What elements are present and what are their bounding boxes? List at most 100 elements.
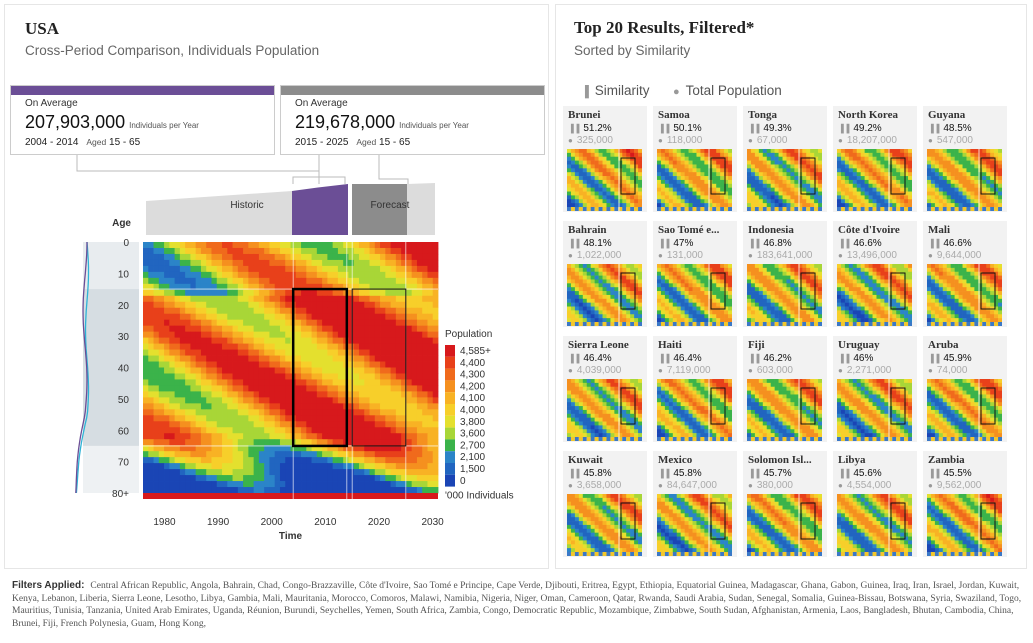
result-mini-heatmap (747, 264, 822, 326)
result-mini-heatmap (567, 379, 642, 441)
result-card[interactable]: Sao Tomé e... ▐▐ 47% ● 131,000 (653, 221, 737, 327)
person-icon: ● (748, 366, 753, 375)
bar-icon: ▐▐ (838, 124, 850, 133)
result-card[interactable]: Uruguay ▐▐ 46% ● 2,271,000 (833, 336, 917, 442)
age-profile-curve (75, 241, 139, 494)
result-country-name: Mali (928, 224, 950, 236)
result-mini-heatmap (567, 494, 642, 556)
result-card[interactable]: Kuwait ▐▐ 45.8% ● 3,658,000 (563, 451, 647, 557)
result-card[interactable]: North Korea ▐▐ 49.2% ● 18,207,000 (833, 106, 917, 212)
bar-icon: ▐▐ (568, 239, 580, 248)
person-icon: ● (838, 136, 843, 145)
bar-icon: ▐▐ (568, 469, 580, 478)
x-tick-label: 1980 (153, 517, 176, 528)
result-card[interactable]: Guyana ▐▐ 48.5% ● 547,000 (923, 106, 1007, 212)
result-country-name: Bahrain (568, 224, 607, 236)
result-population: ● 9,562,000 (928, 480, 982, 491)
result-similarity: ▐▐ 46.6% (838, 238, 882, 249)
historic-average-label: On Average (25, 98, 78, 109)
bar-icon: ▐▐ (928, 239, 940, 248)
filters-label: Filters Applied: (12, 580, 85, 591)
result-card[interactable]: Solomon Isl... ▐▐ 45.7% ● 380,000 (743, 451, 827, 557)
result-mini-heatmap (837, 379, 912, 441)
person-icon: ● (928, 251, 933, 260)
result-card[interactable]: Tonga ▐▐ 49.3% ● 67,000 (743, 106, 827, 212)
legend-label: 4,000 (460, 405, 485, 416)
person-icon: ● (748, 481, 753, 490)
result-mini-heatmap (657, 494, 732, 556)
bar-icon: ▐▐ (748, 124, 760, 133)
legend-unit: '000 Individuals (445, 491, 514, 502)
result-population: ● 131,000 (658, 250, 703, 261)
period-connectors (76, 155, 409, 184)
result-card[interactable]: Libya ▐▐ 45.6% ● 4,554,000 (833, 451, 917, 557)
tab-similarity[interactable]: ▐ Similarity (581, 83, 650, 98)
result-card[interactable]: Brunei ▐▐ 51.2% ● 325,000 (563, 106, 647, 212)
result-country-name: Samoa (658, 109, 690, 121)
result-card[interactable]: Mali ▐▐ 46.6% ● 9,644,000 (923, 221, 1007, 327)
bar-icon: ▐▐ (568, 124, 580, 133)
result-similarity: ▐▐ 45.8% (568, 468, 612, 479)
result-card[interactable]: Sierra Leone ▐▐ 46.4% ● 4,039,000 (563, 336, 647, 442)
legend-swatch (445, 427, 455, 440)
population-heatmap-chart[interactable]: Historic Forecast Age01020304050607080+19… (5, 5, 550, 570)
bar-icon: ▐▐ (658, 469, 670, 478)
person-icon: ● (568, 251, 573, 260)
filters-applied: Filters Applied: Central African Republic… (12, 580, 1022, 630)
result-card[interactable]: Bahrain ▐▐ 48.1% ● 1,022,000 (563, 221, 647, 327)
forecast-average-value: 219,678,000 Individuals per Year (295, 112, 469, 132)
legend-swatch (445, 474, 455, 487)
heatmap-overlay (143, 242, 438, 501)
result-similarity: ▐▐ 46.6% (928, 238, 972, 249)
result-card[interactable]: Aruba ▐▐ 45.9% ● 74,000 (923, 336, 1007, 442)
bar-icon: ▐▐ (748, 354, 760, 363)
result-card[interactable]: Côte d'Ivoire ▐▐ 46.6% ● 13,496,000 (833, 221, 917, 327)
result-similarity: ▐▐ 45.9% (928, 353, 972, 364)
results-panel: Top 20 Results, Filtered* Sorted by Simi… (555, 4, 1027, 569)
result-population: ● 325,000 (568, 135, 613, 146)
country-panel: USA Cross-Period Comparison, Individuals… (4, 4, 549, 569)
time-header: Historic Forecast (146, 183, 435, 235)
result-card[interactable]: Mexico ▐▐ 45.8% ● 84,647,000 (653, 451, 737, 557)
result-country-name: Indonesia (748, 224, 794, 236)
result-card[interactable]: Fiji ▐▐ 46.2% ● 603,000 (743, 336, 827, 442)
legend-swatch (445, 368, 455, 381)
result-similarity: ▐▐ 51.2% (568, 123, 612, 134)
forecast-period-card[interactable]: On Average 219,678,000 Individuals per Ye… (280, 85, 545, 155)
forecast-label: Forecast (371, 200, 410, 211)
result-mini-heatmap (927, 149, 1002, 211)
result-card[interactable]: Samoa ▐▐ 50.1% ● 118,000 (653, 106, 737, 212)
result-mini-heatmap (837, 149, 912, 211)
person-icon: ● (838, 481, 843, 490)
x-tick-label: 2020 (368, 517, 391, 528)
bar-icon: ▐▐ (928, 469, 940, 478)
historic-period-card[interactable]: On Average 207,903,000 Individuals per Ye… (10, 85, 275, 155)
y-tick-label: 60 (118, 426, 130, 437)
result-country-name: Solomon Isl... (748, 454, 812, 466)
result-card[interactable]: Indonesia ▐▐ 46.8% ● 183,641,000 (743, 221, 827, 327)
result-country-name: Libya (838, 454, 866, 466)
result-country-name: Sao Tomé e... (658, 224, 720, 236)
heatmap-cells (143, 242, 439, 499)
y-tick-label: 40 (118, 364, 130, 375)
result-mini-heatmap (837, 264, 912, 326)
legend-title: Population (445, 329, 492, 340)
result-country-name: Zambia (928, 454, 965, 466)
y-tick-label: 0 (123, 238, 129, 249)
y-tick-label: 30 (118, 332, 130, 343)
person-icon: ● (928, 481, 933, 490)
person-icon: ● (838, 366, 843, 375)
result-country-name: Guyana (928, 109, 966, 121)
result-card[interactable]: Haiti ▐▐ 46.4% ● 7,119,000 (653, 336, 737, 442)
tab-total-population[interactable]: ● Total Population (673, 83, 782, 98)
legend-swatch (445, 415, 455, 428)
result-mini-heatmap (747, 494, 822, 556)
legend-label: 3,600 (460, 429, 485, 440)
legend-swatch (445, 392, 455, 404)
result-card[interactable]: Zambia ▐▐ 45.5% ● 9,562,000 (923, 451, 1007, 557)
legend-label: 4,400 (460, 358, 485, 369)
result-similarity: ▐▐ 45.8% (658, 468, 702, 479)
legend-swatch (445, 463, 455, 475)
result-similarity: ▐▐ 47% (658, 238, 694, 249)
result-mini-heatmap (927, 264, 1002, 326)
